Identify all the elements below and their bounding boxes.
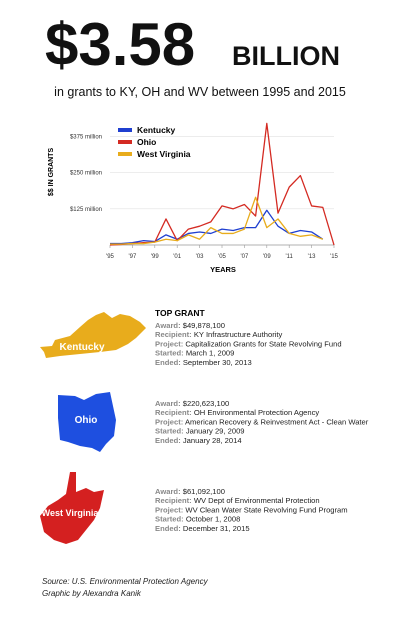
field-label: Project: (155, 417, 183, 426)
grant-field: Ended: January 28, 2014 (155, 436, 242, 445)
field-label: Ended: (155, 524, 181, 533)
ohio-shape (58, 392, 116, 452)
top-grant-heading: TOP GRANT (155, 308, 206, 318)
grant-field: Recipient: KY Infrastructure Authority (155, 330, 283, 339)
kentucky-shape (40, 312, 146, 358)
x-tick-label: '95 (106, 254, 114, 260)
field-label: Started: (155, 349, 184, 358)
amount-unit: BILLION (232, 41, 340, 71)
field-label: Award: (155, 399, 181, 408)
field-label: Ended: (155, 436, 181, 445)
field-value: January 29, 2009 (186, 427, 245, 436)
grant-field: Award: $220,623,100 (155, 399, 229, 408)
source: Source: U.S. Environmental Protection Ag… (42, 577, 209, 586)
subtitle: in grants to KY, OH and WV between 1995 … (54, 85, 346, 99)
grant-field: Project: American Recovery & Reinvestmen… (155, 417, 369, 426)
grant-field: Started: March 1, 2009 (155, 349, 234, 358)
grant-field: Recipient: WV Dept of Environmental Prot… (155, 496, 320, 505)
field-value: $61,092,100 (183, 487, 225, 496)
grant-field: Project: WV Clean Water State Revolving … (155, 505, 348, 514)
x-tick-label: '01 (173, 254, 181, 260)
field-value: $220,623,100 (183, 399, 229, 408)
field-label: Recipient: (155, 496, 192, 505)
field-label: Award: (155, 487, 181, 496)
field-label: Recipient: (155, 408, 192, 417)
legend-label: Kentucky (137, 125, 176, 135)
grant-field: Award: $49,878,100 (155, 321, 225, 330)
field-label: Project: (155, 505, 183, 514)
field-value: September 30, 2013 (183, 358, 252, 367)
x-tick-label: '03 (196, 254, 204, 260)
legend-swatch (118, 152, 132, 156)
field-value: Capitalization Grants for State Revolvin… (185, 339, 341, 348)
grant-field: Started: October 1, 2008 (155, 515, 240, 524)
legend-swatch (118, 128, 132, 132)
legend-label: Ohio (137, 137, 156, 147)
grant-field: Project: Capitalization Grants for State… (155, 339, 342, 348)
field-value: December 31, 2015 (183, 524, 250, 533)
grant-field: Award: $61,092,100 (155, 487, 225, 496)
field-value: KY Infrastructure Authority (194, 330, 283, 339)
y-axis-title: $$ IN GRANTS (48, 148, 55, 197)
field-value: WV Clean Water State Revolving Fund Prog… (185, 505, 347, 514)
y-tick-label: $375 million (70, 134, 102, 140)
legend-label: West Virginia (137, 149, 191, 159)
field-label: Recipient: (155, 330, 192, 339)
field-value: October 1, 2008 (186, 515, 240, 524)
field-value: January 28, 2014 (183, 436, 242, 445)
field-label: Project: (155, 339, 183, 348)
x-tick-label: '05 (218, 254, 226, 260)
field-value: American Recovery & Reinvestment Act - C… (185, 417, 369, 426)
x-axis-title: YEARS (210, 265, 236, 274)
field-label: Started: (155, 515, 184, 524)
field-value: OH Environmental Protection Agency (194, 408, 320, 417)
y-tick-label: $125 million (70, 207, 102, 213)
x-tick-label: '09 (263, 254, 271, 260)
state-label: Kentucky (59, 342, 104, 353)
field-label: Ended: (155, 358, 181, 367)
field-label: Started: (155, 427, 184, 436)
state-label: West Virginia (42, 508, 100, 518)
series-line (110, 196, 324, 245)
y-tick-label: $250 million (70, 171, 102, 177)
west-virginia-shape (40, 472, 104, 544)
grant-field: Recipient: OH Environmental Protection A… (155, 408, 319, 417)
x-tick-label: '15 (330, 254, 338, 260)
x-tick-label: '99 (151, 254, 159, 260)
field-label: Award: (155, 321, 181, 330)
grant-field: Started: January 29, 2009 (155, 427, 245, 436)
state-label: Ohio (75, 415, 98, 426)
x-tick-label: '11 (286, 254, 294, 260)
series-line (110, 209, 324, 245)
x-tick-label: '13 (308, 254, 316, 260)
amount: $3.58 (45, 11, 195, 78)
credit: Graphic by Alexandra Kanik (42, 589, 142, 598)
x-tick-label: '07 (240, 254, 248, 260)
field-value: March 1, 2009 (186, 349, 235, 358)
legend-swatch (118, 140, 132, 144)
grant-field: Ended: December 31, 2015 (155, 524, 250, 533)
field-value: $49,878,100 (183, 321, 225, 330)
x-tick-label: '97 (128, 254, 136, 260)
grant-field: Ended: September 30, 2013 (155, 358, 252, 367)
field-value: WV Dept of Environmental Protection (194, 496, 320, 505)
